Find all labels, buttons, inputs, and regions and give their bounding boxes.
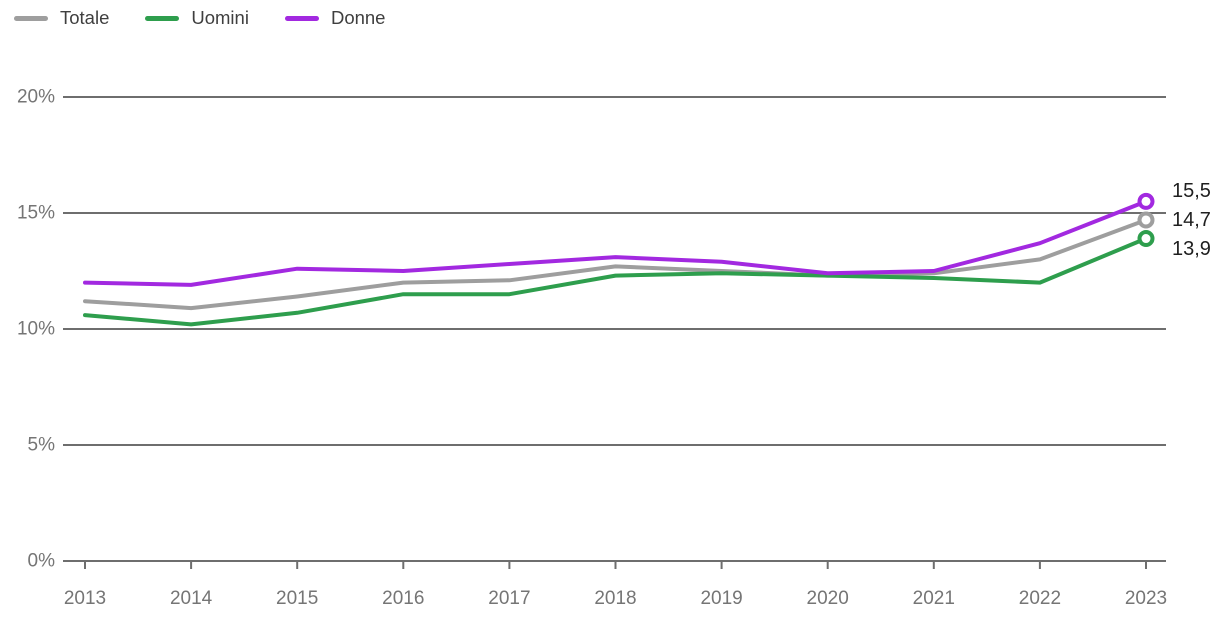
x-axis-label: 2020 xyxy=(807,588,849,609)
legend-label-totale: Totale xyxy=(60,7,110,28)
x-axis-label: 2013 xyxy=(64,588,106,609)
y-axis-label: 5% xyxy=(28,435,56,456)
y-axis-label: 10% xyxy=(17,319,55,340)
legend-swatch-donne xyxy=(284,15,319,21)
end-value-label-donne: 15,5 xyxy=(1172,180,1211,202)
series-line-donne xyxy=(83,199,1148,287)
x-axis-label: 2019 xyxy=(700,588,742,609)
legend-label-donne: Donne xyxy=(330,7,386,28)
legend-item-totale[interactable]: Totale xyxy=(14,6,109,30)
x-axis-label: 2018 xyxy=(594,588,636,609)
x-axis-label: 2023 xyxy=(1125,588,1167,609)
end-marker-uomini xyxy=(1137,230,1155,248)
y-axis-label: 15% xyxy=(17,203,55,224)
series-line-totale xyxy=(83,218,1148,311)
end-value-label-uomini: 13,9 xyxy=(1172,238,1211,260)
series-lines xyxy=(83,199,1148,327)
legend-label-uomini: Uomini xyxy=(191,7,249,28)
legend: Totale Uomini Donne xyxy=(14,6,385,30)
y-axis-label: 0% xyxy=(28,551,56,572)
series-line-uomini xyxy=(83,236,1148,327)
end-value-label-totale: 14,7 xyxy=(1172,209,1211,231)
x-axis-label: 2021 xyxy=(913,588,955,609)
x-axis-label: 2015 xyxy=(276,588,318,609)
x-axis: 2013 2014 2015 2016 2017 2018 2019 2020 2021 2022… xyxy=(64,561,1167,609)
legend-swatch-uomini xyxy=(145,15,180,21)
end-markers-and-value-labels: 15,5 14,7 13,9 xyxy=(1137,180,1211,260)
x-axis-label: 2017 xyxy=(488,588,530,609)
end-marker-donne xyxy=(1137,192,1155,210)
y-axis-label: 20% xyxy=(17,87,55,108)
x-axis-label: 2014 xyxy=(170,588,213,609)
gridlines-and-y-axis-labels: 0% 5% 10% 15% 20% xyxy=(17,87,1166,572)
x-axis-label: 2022 xyxy=(1019,588,1061,609)
end-marker-totale xyxy=(1137,211,1155,229)
legend-item-uomini[interactable]: Uomini xyxy=(145,6,249,30)
legend-swatch-totale xyxy=(14,15,48,21)
legend-item-donne[interactable]: Donne xyxy=(284,6,386,30)
x-axis-label: 2016 xyxy=(382,588,424,609)
